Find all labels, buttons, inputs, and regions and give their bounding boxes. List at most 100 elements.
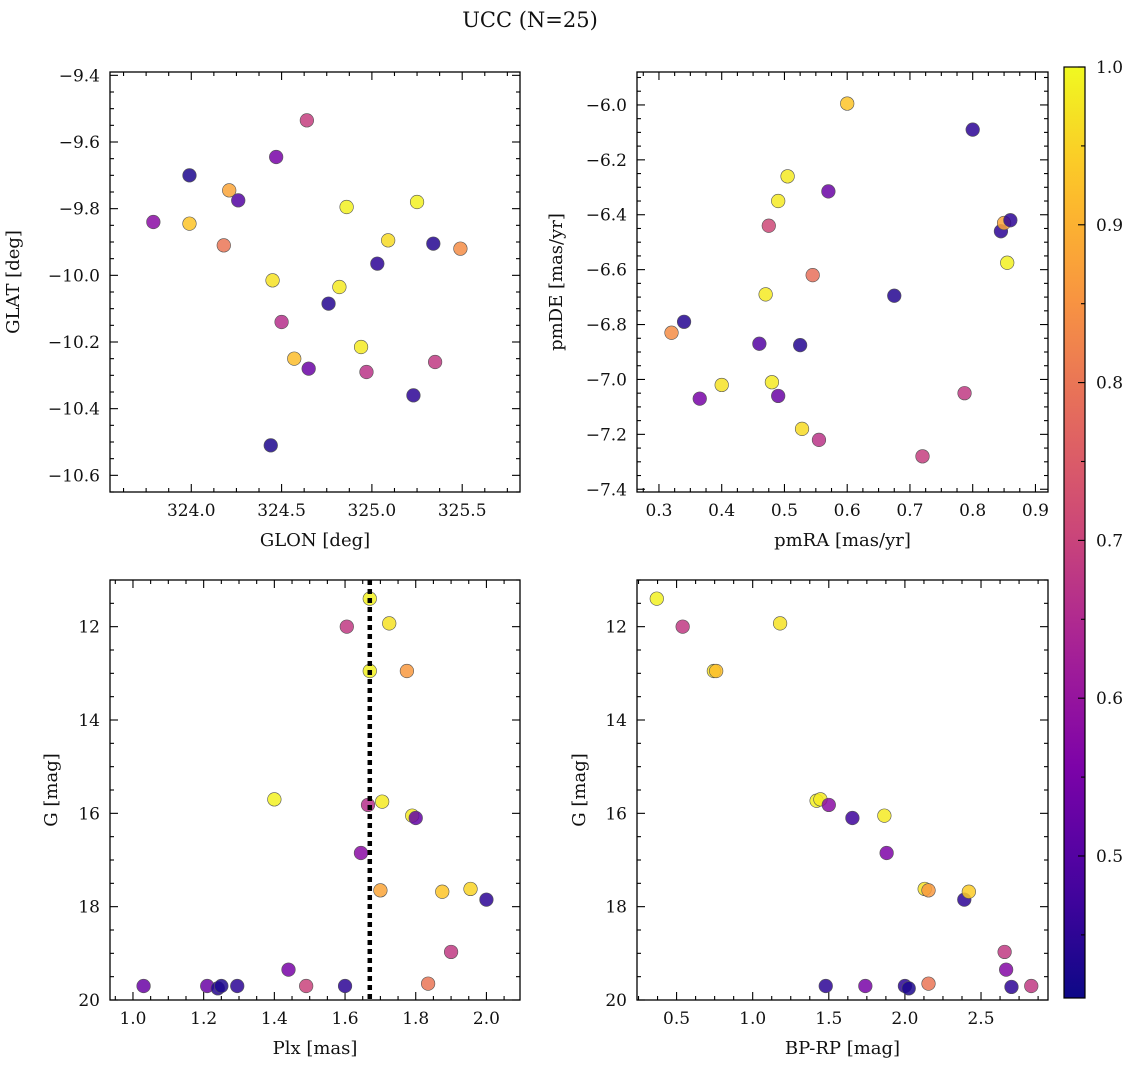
data-point (858, 978, 873, 994)
data-point (299, 113, 314, 128)
x-axis-label: GLON [deg] (260, 530, 370, 551)
data-point (1024, 978, 1039, 994)
data-point (709, 663, 724, 679)
colorbar-tick-label: 0.7 (1096, 531, 1123, 551)
data-point (887, 288, 902, 303)
data-point (359, 364, 374, 380)
data-point (263, 438, 278, 453)
figure-title: UCC (N=25) (462, 8, 598, 32)
data-point (332, 279, 347, 295)
data-point (399, 663, 414, 679)
x-tick-label: 325.5 (438, 501, 487, 521)
x-tick-label: 1.0 (119, 1009, 146, 1029)
y-tick-label: 12 (78, 618, 100, 638)
y-tick-label: 20 (78, 991, 100, 1011)
data-point (299, 978, 314, 994)
x-tick-label: 0.5 (663, 1009, 690, 1029)
data-point (818, 978, 833, 994)
data-point (845, 810, 860, 826)
data-point (267, 792, 282, 807)
data-point (230, 978, 245, 994)
colorbar-tick-label: 1.0 (1096, 58, 1123, 78)
data-point (216, 238, 231, 253)
panel-glon-glat: 324.0 324.5 325.0 325.5 −10.6 −10.4 −10.2 −10.0… (3, 66, 521, 551)
data-point (664, 325, 679, 340)
data-point (453, 241, 468, 256)
y-tick-label: 20 (605, 991, 627, 1011)
data-point (805, 268, 820, 283)
x-tick-label: 324.5 (257, 501, 306, 521)
x-tick-label: 325.0 (348, 501, 397, 521)
y-tick-label: −7.0 (586, 370, 627, 390)
points-layer (664, 96, 1018, 464)
data-point (794, 421, 810, 436)
x-tick-label: 1.5 (815, 1009, 842, 1029)
data-point (771, 388, 786, 404)
data-point (752, 336, 767, 351)
tick-marks (110, 579, 520, 1001)
x-tick-label: 0.3 (645, 501, 672, 521)
x-tick-label: 1.2 (190, 1009, 217, 1029)
data-point (915, 449, 930, 464)
data-point (406, 388, 421, 403)
data-point (136, 978, 151, 994)
y-tick-label: −6.6 (586, 261, 627, 281)
panel-pmra-pmde: 0.3 0.4 0.5 0.6 0.7 0.8 0.9 −7.4 −7.2 −7.0 −6.8 −6.… (546, 71, 1049, 551)
data-point (435, 884, 450, 899)
x-tick-label: 0.5 (771, 501, 798, 521)
colorbar-gradient (1063, 66, 1086, 999)
colorbar-tick-label: 0.5 (1096, 847, 1123, 867)
y-axis-label: G [mag] (569, 753, 590, 826)
panel-plx-g: 1.0 1.2 1.4 1.6 1.8 2.0 12 14 16 18 20 Plx [mas] G [… (41, 579, 521, 1059)
plot-frame (636, 71, 1049, 493)
data-point (780, 169, 795, 184)
data-point (337, 978, 353, 994)
data-point (961, 884, 976, 899)
y-axis-label: G [mag] (41, 753, 62, 826)
data-point (301, 361, 316, 376)
y-tick-label: −9.4 (59, 66, 100, 86)
data-point (265, 273, 280, 288)
tick-marks (637, 579, 1048, 1001)
data-point (479, 892, 494, 907)
data-point (879, 845, 894, 861)
y-tick-label: 18 (605, 898, 627, 918)
data-point (821, 184, 836, 199)
y-tick-label: −6.0 (586, 96, 627, 116)
data-point (339, 199, 354, 215)
y-tick-label: 16 (78, 804, 100, 824)
plot-frame (636, 579, 1049, 1001)
data-point (463, 881, 478, 897)
data-point (921, 883, 936, 898)
data-point (676, 314, 692, 329)
data-point (965, 122, 980, 137)
points-layer (136, 580, 494, 1000)
data-point (901, 981, 916, 996)
data-point (269, 149, 284, 165)
data-point (821, 797, 836, 813)
data-point (214, 978, 229, 994)
data-point (997, 944, 1012, 960)
plot-frame (109, 579, 521, 1001)
y-tick-label: −7.4 (586, 480, 627, 500)
colorbar: 0.5 0.6 0.7 0.8 0.9 1.0 (1063, 58, 1123, 999)
x-axis-label: BP-RP [mag] (785, 1038, 900, 1059)
scatter-panels: 324.0 324.5 325.0 325.5 −10.6 −10.4 −10.2 −10.0… (3, 66, 1049, 1059)
x-axis-label: pmRA [mas/yr] (774, 530, 911, 551)
y-axis-label: GLAT [deg] (3, 230, 24, 334)
x-tick-label: 0.9 (1022, 501, 1049, 521)
y-tick-label: −7.2 (586, 425, 627, 445)
data-point (428, 354, 443, 370)
x-tick-label: 0.7 (896, 501, 923, 521)
data-point (443, 944, 459, 960)
data-point (373, 883, 388, 898)
data-point (182, 168, 197, 183)
y-tick-label: 12 (605, 618, 627, 638)
points-layer (649, 591, 1039, 996)
data-point (339, 619, 354, 634)
y-tick-label: −6.4 (586, 206, 627, 226)
x-tick-label: 1.8 (402, 1009, 429, 1029)
colorbar-tick-label: 0.6 (1096, 689, 1123, 709)
y-tick-label: 18 (78, 898, 100, 918)
